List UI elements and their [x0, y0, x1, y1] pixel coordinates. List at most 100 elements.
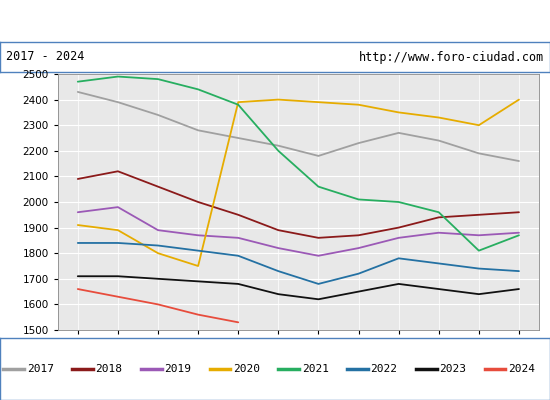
2024 [74, 287, 81, 292]
2021 [235, 102, 241, 107]
Line: 2020: 2020 [78, 100, 519, 266]
2023 [74, 274, 81, 279]
2019 [516, 230, 522, 235]
2023 [275, 292, 282, 296]
2019 [395, 236, 402, 240]
2021 [355, 197, 362, 202]
2020 [476, 123, 482, 128]
2021 [275, 148, 282, 153]
2021 [114, 74, 121, 79]
Text: 2019: 2019 [164, 364, 191, 374]
Text: 2023: 2023 [439, 364, 466, 374]
2020 [155, 251, 161, 256]
Text: 2022: 2022 [371, 364, 398, 374]
2023 [195, 279, 201, 284]
2022 [235, 253, 241, 258]
2023 [516, 287, 522, 292]
Text: 2020: 2020 [233, 364, 260, 374]
2023 [155, 276, 161, 281]
2021 [155, 77, 161, 82]
2020 [74, 223, 81, 228]
2021 [476, 248, 482, 253]
2020 [315, 100, 322, 104]
2020 [195, 264, 201, 268]
2020 [235, 100, 241, 104]
2022 [395, 256, 402, 261]
Line: 2022: 2022 [78, 243, 519, 284]
2023 [355, 289, 362, 294]
2022 [114, 240, 121, 245]
Line: 2017: 2017 [78, 92, 519, 161]
2017 [476, 151, 482, 156]
2019 [355, 246, 362, 250]
2024 [114, 294, 121, 299]
2020 [436, 115, 442, 120]
2017 [395, 130, 402, 135]
2022 [516, 269, 522, 274]
2018 [355, 233, 362, 238]
Line: 2023: 2023 [78, 276, 519, 299]
2017 [235, 136, 241, 140]
2020 [516, 97, 522, 102]
2018 [395, 225, 402, 230]
2018 [516, 210, 522, 215]
2019 [235, 236, 241, 240]
Text: http://www.foro-ciudad.com: http://www.foro-ciudad.com [359, 50, 544, 64]
2019 [114, 205, 121, 210]
Line: 2018: 2018 [78, 171, 519, 238]
2019 [195, 233, 201, 238]
Text: 2018: 2018 [96, 364, 123, 374]
2024 [235, 320, 241, 325]
2023 [436, 287, 442, 292]
2017 [275, 143, 282, 148]
2022 [355, 271, 362, 276]
2018 [476, 212, 482, 217]
Text: 2021: 2021 [302, 364, 329, 374]
2022 [476, 266, 482, 271]
Text: 2017: 2017 [27, 364, 54, 374]
2023 [476, 292, 482, 296]
2021 [395, 200, 402, 204]
2019 [275, 246, 282, 250]
Line: 2019: 2019 [78, 207, 519, 256]
2019 [476, 233, 482, 238]
2022 [195, 248, 201, 253]
2024 [195, 312, 201, 317]
2018 [155, 184, 161, 189]
2019 [74, 210, 81, 215]
2021 [516, 233, 522, 238]
Text: 2017 - 2024: 2017 - 2024 [6, 50, 84, 64]
2018 [235, 212, 241, 217]
2018 [275, 228, 282, 232]
2018 [114, 169, 121, 174]
2018 [436, 215, 442, 220]
2020 [395, 110, 402, 115]
2021 [74, 79, 81, 84]
Line: 2021: 2021 [78, 76, 519, 251]
2023 [395, 282, 402, 286]
2021 [315, 184, 322, 189]
2019 [155, 228, 161, 232]
2017 [355, 141, 362, 146]
2017 [315, 154, 322, 158]
2020 [355, 102, 362, 107]
2023 [235, 282, 241, 286]
2022 [74, 240, 81, 245]
2017 [195, 128, 201, 133]
2019 [315, 253, 322, 258]
2018 [74, 176, 81, 181]
2022 [315, 282, 322, 286]
2023 [114, 274, 121, 279]
2021 [436, 210, 442, 215]
2018 [315, 236, 322, 240]
Line: 2024: 2024 [78, 289, 238, 322]
2022 [436, 261, 442, 266]
2017 [155, 112, 161, 117]
Text: Evolucion del paro registrado en Sant Feliu de Llobregat: Evolucion del paro registrado en Sant Fe… [30, 14, 520, 28]
2017 [516, 159, 522, 164]
2018 [195, 200, 201, 204]
2023 [315, 297, 322, 302]
2022 [275, 269, 282, 274]
2022 [155, 243, 161, 248]
2020 [114, 228, 121, 232]
